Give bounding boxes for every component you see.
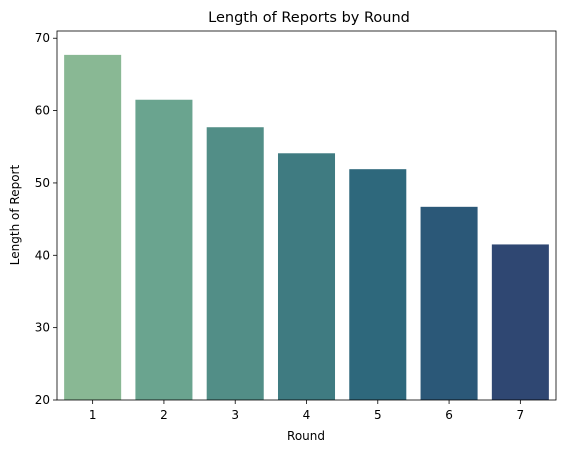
bars-group [64, 55, 549, 400]
y-tick-label: 70 [35, 31, 50, 45]
x-tick-label: 7 [517, 408, 525, 422]
y-tick-label: 60 [35, 104, 50, 118]
y-axis-ticks: 20 30 40 50 60 70 [35, 31, 57, 407]
bar-round-1 [64, 55, 121, 400]
y-tick-label: 30 [35, 321, 50, 335]
y-tick-label: 50 [35, 176, 50, 190]
x-tick-label: 1 [89, 408, 97, 422]
bar-round-4 [278, 153, 335, 400]
bar-round-6 [421, 207, 478, 400]
x-tick-label: 6 [445, 408, 453, 422]
bar-round-7 [492, 244, 549, 400]
x-tick-label: 2 [160, 408, 168, 422]
y-tick-label: 40 [35, 248, 50, 262]
x-tick-label: 5 [374, 408, 382, 422]
x-axis-label: Round [287, 429, 325, 443]
chart-title: Length of Reports by Round [208, 10, 410, 26]
x-tick-label: 3 [231, 408, 239, 422]
bar-round-3 [207, 127, 264, 400]
y-axis-label: Length of Report [8, 165, 22, 266]
bar-round-5 [349, 169, 406, 400]
y-tick-label: 20 [35, 393, 50, 407]
x-tick-label: 4 [303, 408, 311, 422]
x-axis-ticks: 1 2 3 4 5 6 7 [89, 400, 524, 422]
bar-round-2 [135, 100, 192, 400]
